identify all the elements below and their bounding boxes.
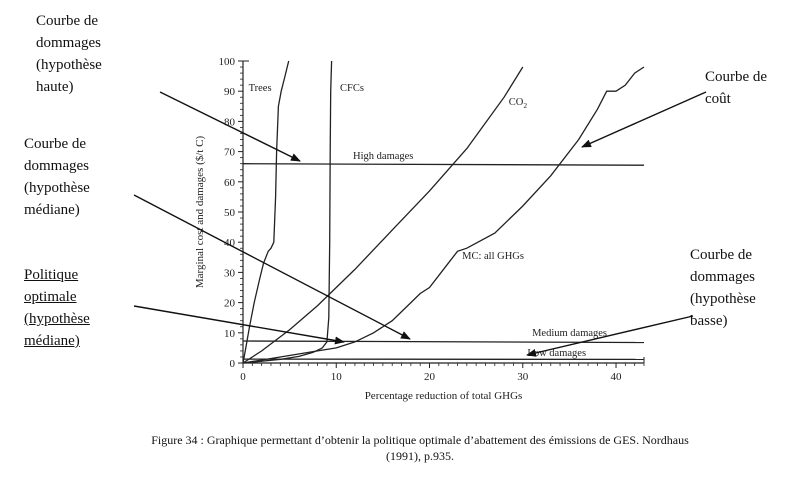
annotation-line: (hypothèse [36,57,102,73]
annotation-line: basse) [690,313,728,329]
co2-label-sub: 2 [523,101,527,110]
annotation-line: médiane) [24,202,80,218]
caption-line-2: (1991), p.935. [386,449,454,463]
annotation-line: dommages [690,269,755,285]
annotation-line: dommages [24,158,89,174]
x-tick-label: 40 [611,371,623,383]
series-line-trees [242,60,290,364]
annotation-line: haute) [36,79,74,95]
arrow-optimal-policy [133,305,345,345]
annotation-line: médiane) [24,333,80,349]
annotation-line: Courbe de [690,247,753,263]
annotation-line: Courbe de [36,13,99,29]
annotation-optimal-policy: Politique optimale (hypothèse médiane) [24,264,90,352]
curves-group [242,60,645,364]
series-label-mc-all-ghgs: MC: all GHGs [462,251,524,262]
y-tick-label: 80 [224,116,236,128]
series-line-mc-all-ghgs [242,66,645,364]
series-line-high-damages [242,163,645,166]
arrow-low-damages [526,315,694,357]
series-line-medium-damages [242,340,645,344]
annotation-arrows [133,91,707,357]
annotation-line: optimale [24,289,77,305]
y-tick-label: 20 [224,298,236,310]
figure-caption: Figure 34 : Graphique permettant d’obten… [60,432,780,464]
annotation-line: coût [705,91,731,107]
series-label-medium-damages: Medium damages [532,328,607,339]
x-tick-label: 0 [240,371,246,383]
y-tick-label: 50 [224,207,236,219]
annotation-median-damages: Courbe de dommages (hypothèse médiane) [24,133,90,221]
caption-line-1: Figure 34 : Graphique permettant d’obten… [151,433,689,447]
x-tick-label: 20 [424,371,436,383]
annotation-line: (hypothèse [24,180,90,196]
series-line-co2 [242,66,524,364]
series-label-co2: CO2 [509,97,528,110]
annotation-high-damages: Courbe de dommages (hypothèse haute) [36,10,102,98]
co2-label-base: CO [509,97,524,108]
annotation-line: dommages [36,35,101,51]
annotation-line: (hypothèse [24,311,90,327]
annotation-line: Courbe de [24,136,87,152]
series-label-high-damages: High damages [353,151,413,162]
annotation-line: Politique [24,267,79,283]
series-line-cfcs [242,60,333,364]
y-tick-label: 90 [224,86,236,98]
x-tick-label: 10 [331,371,343,383]
series-label-trees: Trees [249,83,272,94]
x-axis-label: Percentage reduction of total GHGs [365,390,523,402]
plot-area: 0 10 20 30 40 0 10 20 30 40 50 60 70 80 90 100 Percenta… [194,56,645,402]
y-axis-label: Marginal cost and damages ($/t C) [194,136,206,289]
y-tick-label: 10 [224,328,236,340]
y-tick-label: 100 [219,56,236,68]
annotation-low-damages: Courbe de dommages (hypothèse basse) [690,244,756,332]
annotation-cost-curve: Courbe de coût [705,66,767,110]
y-tick-label: 0 [230,358,236,370]
annotation-line: Courbe de [705,69,768,85]
y-tick-label: 40 [224,237,236,249]
series-label-low-damages: Low damages [527,348,586,359]
y-tick-label: 60 [224,177,236,189]
y-tick-label: 30 [224,267,236,279]
arrow-high-damages [159,91,301,162]
arrow-median-damages [133,194,411,340]
x-tick-label: 30 [517,371,529,383]
annotation-line: (hypothèse [690,291,756,307]
ticks-group: 0 10 20 30 40 0 10 20 30 40 50 60 70 80 90 100 [219,56,645,383]
y-tick-label: 70 [224,147,236,159]
series-label-cfcs: CFCs [340,83,364,94]
arrow-cost-curve [581,91,707,148]
